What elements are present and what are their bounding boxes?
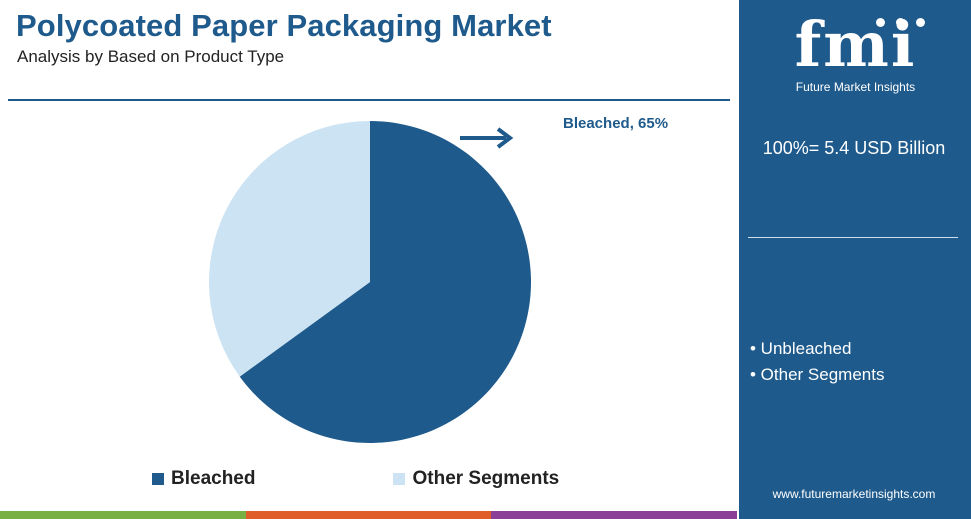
sidebar-border xyxy=(737,0,739,519)
logo-decoration-icon xyxy=(916,18,925,27)
legend-item-bleached: Bleached xyxy=(152,468,255,490)
segment-list: • Unbleached • Other Segments xyxy=(750,336,884,388)
pie-svg xyxy=(209,121,531,444)
legend-label: Bleached xyxy=(171,468,256,489)
footer-color-bar xyxy=(0,511,738,519)
pie-slice-bleached xyxy=(239,121,531,444)
title-divider xyxy=(8,99,730,101)
market-total: 100%= 5.4 USD Billion xyxy=(762,138,946,158)
footer-stripe-green xyxy=(0,511,246,519)
segment-item-unbleached: • Unbleached xyxy=(750,339,852,358)
chart-title: Polycoated Paper Packaging Market xyxy=(16,8,552,43)
pie-callout-label: Bleached, 65% xyxy=(563,115,669,132)
segment-item-other-segments: • Other Segments xyxy=(750,365,885,384)
pie-chart xyxy=(0,105,737,465)
footer-stripe-purple xyxy=(491,511,738,519)
pie-slice-other-segments xyxy=(209,121,370,377)
sidebar-divider xyxy=(748,237,958,238)
chart-legend: Bleached Other Segments xyxy=(152,468,697,490)
logo-decoration-icon xyxy=(876,18,885,27)
logo-decoration-icon xyxy=(896,18,905,27)
arrow-right-icon xyxy=(460,127,514,149)
logo-subtitle: Future Market Insights xyxy=(795,80,916,94)
chart-subtitle: Analysis by Based on Product Type xyxy=(17,47,285,66)
footer-stripe-orange xyxy=(245,511,492,519)
legend-item-other-segments: Other Segments xyxy=(393,468,559,490)
chart-panel: Polycoated Paper Packaging Market Analys… xyxy=(0,8,737,490)
legend-swatch-other-segments xyxy=(393,473,406,485)
website-link[interactable]: www.futuremarketinsights.com xyxy=(772,487,936,501)
fmi-logo: fmi Future Market Insights xyxy=(768,14,943,96)
legend-swatch-bleached xyxy=(152,473,164,485)
info-sidebar: fmi Future Market Insights 100%= 5.4 USD… xyxy=(737,0,971,519)
logo-wordmark: fmi xyxy=(794,8,917,81)
legend-label: Other Segments xyxy=(412,468,560,489)
